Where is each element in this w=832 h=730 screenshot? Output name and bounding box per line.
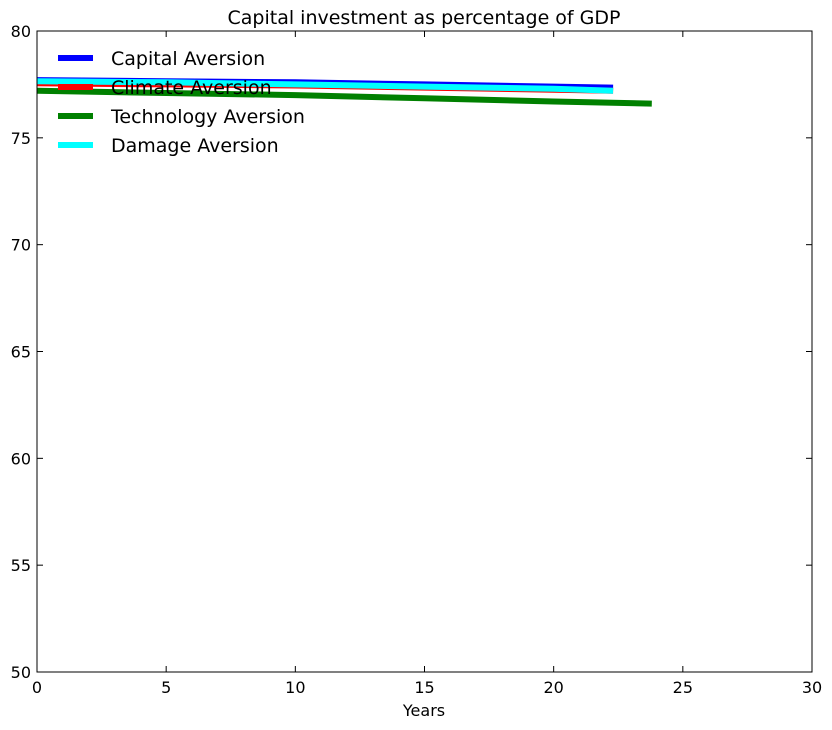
x-tick-label: 20 [543, 678, 563, 697]
y-tick-label: 60 [11, 449, 31, 468]
x-axis-label: Years [402, 701, 445, 720]
x-tick-label: 5 [161, 678, 171, 697]
legend-label: Climate Aversion [111, 77, 272, 99]
x-tick-label: 10 [285, 678, 305, 697]
legend-label: Damage Aversion [111, 135, 279, 157]
legend-label: Capital Aversion [111, 48, 265, 70]
y-tick-label: 80 [11, 22, 31, 41]
y-tick-label: 55 [11, 556, 31, 575]
legend: Capital Aversion Climate Aversion Technolo… [58, 48, 305, 157]
y-tick-label: 50 [11, 663, 31, 682]
x-tick-label: 0 [32, 678, 42, 697]
series-layer [36, 77, 652, 107]
x-tick-label: 25 [673, 678, 693, 697]
series-line-damage-aversion [36, 78, 614, 94]
y-tick-label: 70 [11, 236, 31, 255]
chart-title: Capital investment as percentage of GDP [228, 7, 621, 29]
x-tick-label: 15 [414, 678, 434, 697]
series-line-technology-aversion [36, 87, 652, 107]
x-tick-label: 30 [802, 678, 822, 697]
legend-label: Technology Aversion [110, 106, 305, 128]
y-tick-label: 75 [11, 129, 31, 148]
ticks-layer: 0 5 10 15 20 25 30 50 55 60 65 70 75 80 [11, 22, 823, 697]
y-tick-label: 65 [11, 343, 31, 362]
